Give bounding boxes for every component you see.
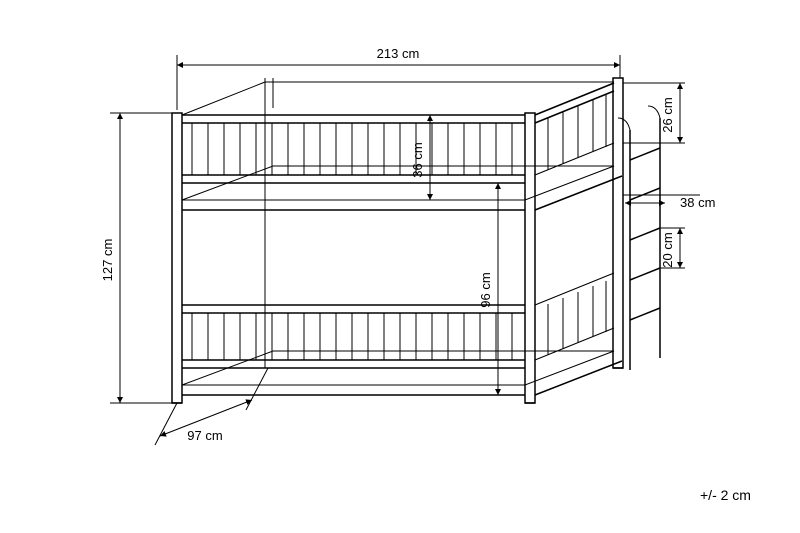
label-depth: 97 cm [187, 428, 222, 443]
label-lower-height: 96 cm [478, 272, 493, 307]
label-total-height: 127 cm [100, 239, 115, 282]
dim-total-length: 213 cm [177, 46, 620, 110]
dim-lower-height: 96 cm [478, 183, 498, 395]
label-rail-height: 36 cm [410, 142, 425, 177]
tolerance-note: +/- 2 cm [700, 487, 751, 503]
label-ladder-step: 20 cm [660, 232, 675, 267]
dim-ladder-step: 20 cm [660, 228, 685, 268]
label-ladder-width: 38 cm [680, 195, 715, 210]
dim-ladder-top-gap: 26 cm [623, 83, 685, 143]
dim-rail-height: 36 cm [410, 115, 430, 200]
label-total-length: 213 cm [377, 46, 420, 61]
dim-total-height: 127 cm [100, 113, 172, 403]
dimension-diagram: 213 cm 127 cm 97 cm 36 cm 96 cm 26 cm 38… [0, 0, 800, 533]
bunk-bed [172, 78, 660, 403]
label-ladder-top-gap: 26 cm [660, 97, 675, 132]
